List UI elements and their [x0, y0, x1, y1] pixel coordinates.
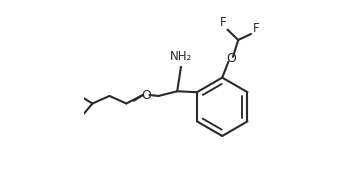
Text: O: O — [226, 52, 236, 65]
Text: NH₂: NH₂ — [170, 50, 192, 63]
Text: F: F — [253, 22, 260, 35]
Text: F: F — [220, 16, 226, 29]
Text: O: O — [141, 89, 151, 102]
